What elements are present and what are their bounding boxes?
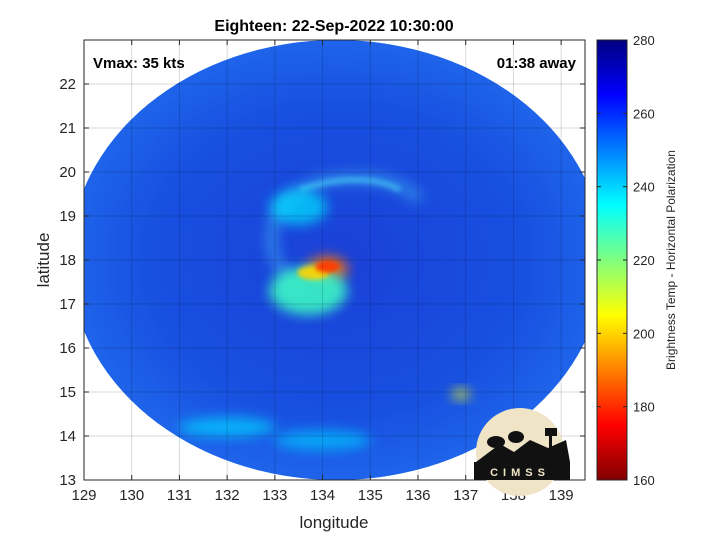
- x-tick-label: 135: [358, 487, 383, 504]
- y-tick-label: 16: [59, 340, 76, 357]
- x-grid: [83, 40, 562, 480]
- x-tick-label: 131: [167, 487, 192, 504]
- colorbar-ticks: 160 180 200 220 240 260 280: [597, 33, 655, 488]
- y-tick-label: 18: [59, 252, 76, 269]
- time-away-annotation: 01:38 away: [497, 55, 577, 72]
- feature-1: [269, 266, 348, 315]
- y-tick-label: 22: [59, 76, 76, 93]
- x-tick-label: 133: [262, 487, 287, 504]
- colorbar: [596, 39, 628, 481]
- y-axis: 13 14 15 16 17 18 19 20 21 22: [59, 76, 585, 489]
- colorbar-tick-label: 160: [633, 473, 655, 488]
- x-tick-label: 130: [119, 487, 144, 504]
- x-tick-label: 134: [310, 487, 335, 504]
- colorbar-tick-label: 220: [633, 253, 655, 268]
- rain-band: [264, 171, 425, 296]
- logo-text: CIMSS: [490, 467, 550, 479]
- y-tick-label: 21: [59, 120, 76, 137]
- feature-4: [178, 417, 276, 438]
- colorbar-tick-label: 180: [633, 400, 655, 415]
- y-tick-label: 20: [59, 164, 76, 181]
- x-tick-label: 129: [71, 487, 96, 504]
- y-tick-label: 17: [59, 296, 76, 313]
- feature-2: [270, 189, 328, 225]
- x-tick-label: 132: [215, 487, 240, 504]
- y-tick-label: 13: [59, 472, 76, 489]
- x-axis-label: longitude: [299, 513, 368, 532]
- feature-3: [451, 388, 471, 400]
- x-tick-label: 137: [453, 487, 478, 504]
- chart-title: Eighteen: 22-Sep-2022 10:30:00: [214, 18, 453, 35]
- colorbar-label: Brightness Temp - Horizontal Polarizatio…: [664, 150, 678, 370]
- vmax-annotation: Vmax: 35 kts: [93, 55, 185, 72]
- y-tick-label: 15: [59, 384, 76, 401]
- y-tick-label: 14: [59, 428, 76, 445]
- core-hot: [315, 260, 340, 273]
- feature-5: [274, 430, 371, 451]
- y-tick-label: 19: [59, 208, 76, 225]
- x-tick-label: 136: [405, 487, 430, 504]
- y-axis-label: latitude: [34, 233, 53, 288]
- colorbar-tick-label: 240: [633, 180, 655, 195]
- colorbar-tick-label: 260: [633, 106, 655, 121]
- x-tick-label: 139: [549, 487, 574, 504]
- colorbar-tick-label: 280: [633, 33, 655, 48]
- colorbar-tick-label: 200: [633, 326, 655, 341]
- cimss-logo: CIMSS: [474, 408, 570, 496]
